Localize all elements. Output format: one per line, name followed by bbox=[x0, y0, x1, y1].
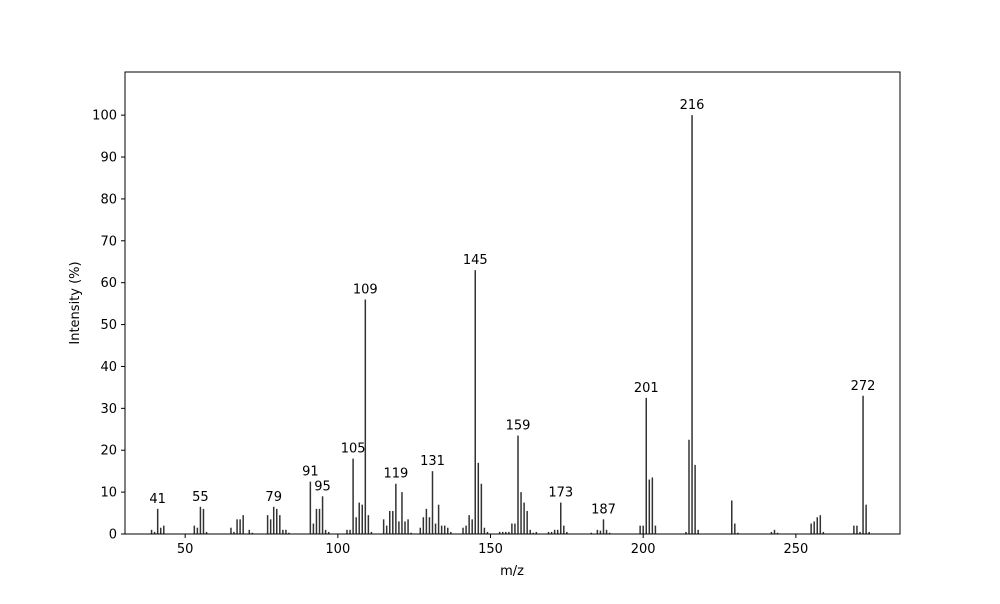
y-tick-label: 20 bbox=[100, 444, 117, 459]
y-tick-label: 100 bbox=[92, 109, 117, 124]
peak-label: 201 bbox=[634, 381, 659, 396]
y-tick-label: 50 bbox=[100, 318, 117, 333]
x-tick-label: 200 bbox=[631, 542, 656, 557]
peak-label: 131 bbox=[420, 454, 445, 469]
x-tick-label: 50 bbox=[177, 542, 194, 557]
y-tick-label: 90 bbox=[100, 151, 117, 166]
peak-label: 159 bbox=[506, 419, 531, 434]
peak-label: 119 bbox=[383, 467, 408, 482]
plot-frame bbox=[124, 71, 901, 535]
y-tick-label: 80 bbox=[100, 192, 117, 207]
y-tick-label: 40 bbox=[100, 360, 117, 375]
peak-label: 41 bbox=[149, 492, 166, 507]
x-tick-label: 100 bbox=[325, 542, 350, 557]
peak-label: 173 bbox=[548, 486, 573, 501]
peak-label: 109 bbox=[353, 282, 378, 297]
y-tick-label: 70 bbox=[100, 234, 117, 249]
x-tick-label: 150 bbox=[478, 542, 503, 557]
peak-label: 91 bbox=[302, 465, 319, 480]
x-tick-label: 250 bbox=[783, 542, 808, 557]
peak-label: 145 bbox=[463, 253, 488, 268]
y-tick-label: 60 bbox=[100, 276, 117, 291]
peak-label: 55 bbox=[192, 490, 209, 505]
peak-label: 79 bbox=[265, 490, 282, 505]
peak-label: 95 bbox=[314, 479, 331, 494]
peak-label: 187 bbox=[591, 502, 616, 517]
y-axis-label: Intensity (%) bbox=[68, 261, 83, 344]
y-tick-label: 0 bbox=[109, 528, 117, 543]
y-tick-label: 30 bbox=[100, 402, 117, 417]
peak-label: 272 bbox=[851, 379, 876, 394]
x-axis-label: m/z bbox=[500, 564, 524, 579]
peak-label: 216 bbox=[680, 98, 705, 113]
y-tick-label: 10 bbox=[100, 486, 117, 501]
peak-label: 105 bbox=[341, 442, 366, 457]
